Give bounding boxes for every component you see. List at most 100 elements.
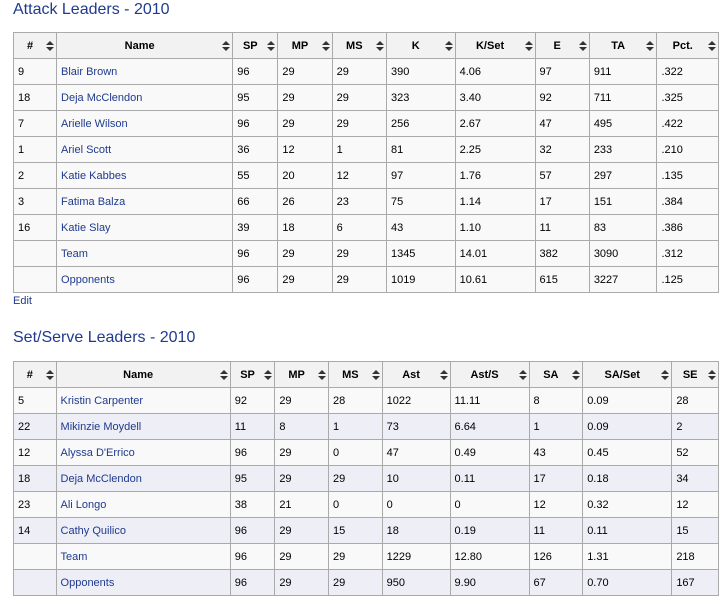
stat-cell: 8 bbox=[528, 387, 584, 414]
sort-arrows-icon[interactable] bbox=[524, 40, 533, 51]
player-name-cell: Blair Brown bbox=[56, 58, 234, 85]
player-link[interactable]: Kristin Carpenter bbox=[60, 394, 144, 407]
player-name-cell: Fatima Balza bbox=[56, 188, 234, 215]
sort-arrows-icon[interactable] bbox=[321, 40, 330, 51]
player-link[interactable]: Katie Kabbes bbox=[61, 169, 127, 182]
stat-cell: 96 bbox=[229, 439, 276, 466]
stat-cell: 10 bbox=[381, 465, 451, 492]
stat-cell: 0.09 bbox=[582, 413, 673, 440]
column-header-text: MP bbox=[291, 39, 309, 52]
stat-cell: 3 bbox=[12, 188, 58, 215]
column-header-ast[interactable]: Ast bbox=[381, 361, 451, 388]
sort-arrows-icon[interactable] bbox=[222, 40, 231, 51]
attack-title: Attack Leaders - 2010 bbox=[13, 1, 170, 18]
player-link[interactable]: Fatima Balza bbox=[61, 195, 126, 208]
stat-cell: 96 bbox=[232, 266, 279, 293]
column-header-label: Pct. bbox=[661, 39, 716, 52]
stat-cell: 1.31 bbox=[582, 543, 673, 570]
column-header-e[interactable]: E bbox=[534, 32, 590, 59]
player-link[interactable]: Ali Longo bbox=[60, 498, 107, 511]
stat-cell: 0 bbox=[327, 439, 383, 466]
edit-link[interactable]: Edit bbox=[13, 295, 32, 307]
column-header-k-set[interactable]: K/Set bbox=[454, 32, 536, 59]
sort-arrows-icon[interactable] bbox=[375, 40, 384, 51]
column-header-ms[interactable]: MS bbox=[331, 32, 387, 59]
player-link[interactable]: Ariel Scott bbox=[61, 143, 112, 156]
sort-arrows-icon[interactable] bbox=[317, 369, 326, 380]
setserve-table-wrap: # Name SP MP MS Ast Ast/S SA SA/Set SE 5 Kristin C… bbox=[13, 361, 719, 596]
player-name-cell: Alyssa D'Errico bbox=[55, 439, 231, 466]
sort-arrows-icon[interactable] bbox=[264, 369, 273, 380]
column-header-text: Pct. bbox=[672, 39, 693, 52]
column-header-pct[interactable]: Pct. bbox=[656, 32, 719, 59]
column-header-ms[interactable]: MS bbox=[327, 361, 383, 388]
player-link[interactable]: Alyssa D'Errico bbox=[60, 446, 135, 459]
sort-arrows-icon[interactable] bbox=[439, 369, 448, 380]
stat-cell: 11.11 bbox=[449, 387, 530, 414]
column-header-sa[interactable]: SA bbox=[528, 361, 584, 388]
player-name-cell: Ariel Scott bbox=[56, 136, 234, 163]
player-link[interactable]: Team bbox=[61, 247, 88, 260]
stat-cell: 0.49 bbox=[449, 439, 530, 466]
sort-arrows-icon[interactable] bbox=[371, 369, 380, 380]
player-link[interactable]: Deja McClendon bbox=[61, 91, 143, 104]
player-name-cell: Mikinzie Moydell bbox=[55, 413, 231, 440]
column-header-[interactable]: # bbox=[13, 361, 57, 388]
column-header-text: SA bbox=[543, 368, 559, 381]
table-row: 3 Fatima Balza 66 26 23 75 1.14 17 151.384 bbox=[12, 188, 719, 215]
table-row: 14 Cathy Quilico 96 29 15 18 0.19 11 0.11 15 bbox=[13, 517, 719, 544]
player-link[interactable]: Opponents bbox=[60, 576, 115, 589]
stat-cell: .384 bbox=[656, 188, 719, 215]
column-header-se[interactable]: SE bbox=[671, 361, 719, 388]
stat-cell bbox=[12, 240, 58, 267]
player-link[interactable]: Team bbox=[60, 550, 88, 563]
player-link[interactable]: Deja McClendon bbox=[60, 472, 142, 485]
sort-arrows-icon[interactable] bbox=[219, 369, 228, 380]
column-header-k[interactable]: K bbox=[385, 32, 456, 59]
sort-arrows-icon[interactable] bbox=[708, 369, 716, 380]
column-header-ast-s[interactable]: Ast/S bbox=[449, 361, 530, 388]
sort-arrows-icon[interactable] bbox=[518, 369, 527, 380]
stat-cell: 1 bbox=[12, 136, 58, 163]
column-header-label: SA bbox=[534, 368, 581, 381]
sort-arrows-icon[interactable] bbox=[646, 40, 655, 51]
column-header-label: TA bbox=[594, 39, 655, 52]
player-link[interactable]: Cathy Quilico bbox=[60, 524, 126, 537]
sort-arrows-icon[interactable] bbox=[46, 40, 55, 51]
sort-arrows-icon[interactable] bbox=[661, 369, 670, 380]
column-header-label: MS bbox=[337, 40, 384, 52]
player-link[interactable]: Katie Slay bbox=[61, 221, 111, 234]
player-link[interactable]: Opponents bbox=[61, 273, 115, 286]
column-header-ta[interactable]: TA bbox=[588, 32, 658, 59]
stat-cell: .312 bbox=[656, 240, 719, 267]
stat-cell bbox=[13, 569, 57, 596]
column-header-text: E bbox=[553, 39, 561, 52]
stat-cell: 96 bbox=[229, 569, 276, 596]
column-header-text: MS bbox=[342, 368, 359, 381]
column-header-label: SE bbox=[676, 369, 716, 381]
column-header-text: TA bbox=[611, 39, 626, 52]
column-header-mp[interactable]: MP bbox=[274, 361, 329, 388]
stat-cell: 0.70 bbox=[582, 569, 673, 596]
sort-arrows-icon[interactable] bbox=[572, 369, 581, 380]
sort-arrows-icon[interactable] bbox=[267, 40, 276, 51]
sort-arrows-icon[interactable] bbox=[578, 40, 587, 51]
player-link[interactable]: Blair Brown bbox=[61, 65, 118, 78]
stat-cell: 29 bbox=[327, 569, 383, 596]
sort-arrows-icon[interactable] bbox=[444, 40, 453, 51]
player-link[interactable]: Arielle Wilson bbox=[61, 117, 128, 130]
sort-arrows-icon[interactable] bbox=[708, 40, 716, 51]
stat-cell: 29 bbox=[274, 465, 329, 492]
column-header-name[interactable]: Name bbox=[55, 361, 231, 388]
column-header-[interactable]: # bbox=[12, 32, 58, 59]
stat-cell: 2 bbox=[671, 413, 719, 440]
column-header-name[interactable]: Name bbox=[56, 32, 234, 59]
sort-arrows-icon[interactable] bbox=[45, 369, 54, 380]
column-header-mp[interactable]: MP bbox=[277, 32, 333, 59]
player-link[interactable]: Mikinzie Moydell bbox=[60, 420, 142, 433]
column-header-text: K/Set bbox=[475, 39, 505, 52]
player-name-cell: Deja McClendon bbox=[55, 465, 231, 492]
column-header-sp[interactable]: SP bbox=[232, 32, 279, 59]
column-header-sp[interactable]: SP bbox=[229, 361, 276, 388]
column-header-sa-set[interactable]: SA/Set bbox=[582, 361, 673, 388]
